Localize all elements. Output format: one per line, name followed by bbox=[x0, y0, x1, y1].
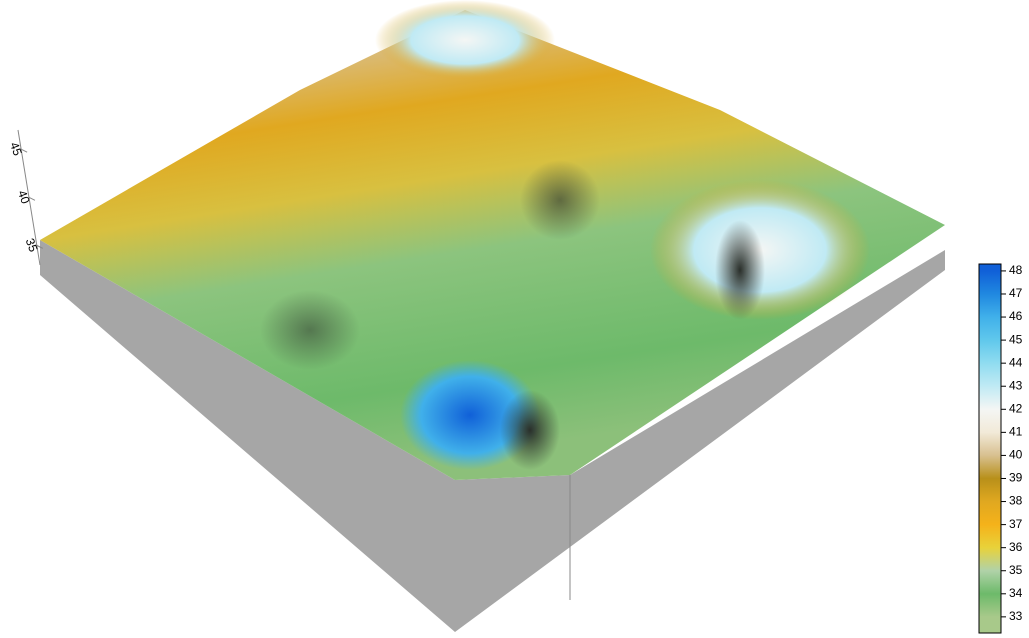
colorbar-tick-label: 33 bbox=[1009, 609, 1023, 623]
colorbar-tick-label: 48 bbox=[1009, 263, 1023, 277]
z-tick bbox=[20, 148, 28, 153]
colorbar-tick-label: 35 bbox=[1009, 563, 1023, 577]
colorbar-tick-label: 36 bbox=[1009, 540, 1023, 554]
colorbar-tick-label: 38 bbox=[1009, 494, 1023, 508]
colorbar-tick-label: 42 bbox=[1009, 401, 1023, 415]
surface-peak bbox=[375, 0, 555, 80]
colorbar-tick-label: 44 bbox=[1009, 355, 1023, 369]
colorbar-tick-label: 37 bbox=[1009, 517, 1023, 531]
colorbar-tick-label: 41 bbox=[1009, 425, 1023, 439]
colorbar-tick-label: 34 bbox=[1009, 586, 1023, 600]
colorbar-tick-label: 47 bbox=[1009, 286, 1023, 300]
z-tick-label: 35 bbox=[23, 236, 41, 254]
colorbar bbox=[978, 263, 1002, 634]
box-side bbox=[40, 240, 945, 632]
colorbar-tick-label: 39 bbox=[1009, 471, 1023, 485]
z-tick bbox=[28, 196, 36, 201]
surface-shade bbox=[500, 390, 560, 470]
colorbar-tick-label: 40 bbox=[1009, 448, 1023, 462]
surface bbox=[40, 10, 945, 480]
z-tick-label: 40 bbox=[15, 188, 33, 206]
colorbar-tick-label: 46 bbox=[1009, 309, 1023, 323]
colorbar-tick-label: 43 bbox=[1009, 378, 1023, 392]
surface-shade bbox=[520, 160, 600, 240]
surface-base bbox=[40, 0, 945, 632]
surface-shade bbox=[715, 220, 765, 320]
surface-shade bbox=[260, 290, 360, 370]
colorbar-tick-label: 45 bbox=[1009, 332, 1023, 346]
z-tick-label: 45 bbox=[7, 140, 25, 158]
z-tick bbox=[36, 244, 44, 249]
